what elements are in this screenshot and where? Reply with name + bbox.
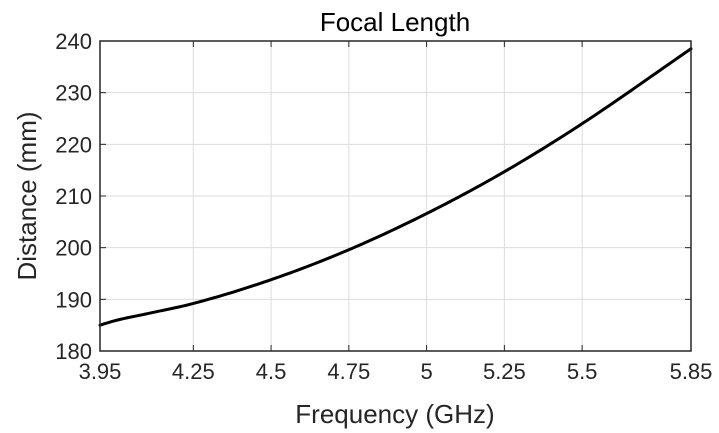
y-tick-label: 220	[55, 132, 92, 157]
series-group	[98, 47, 693, 327]
y-tick-label: 190	[55, 287, 92, 312]
y-tick-label: 230	[55, 81, 92, 106]
x-tick-label: 5.85	[670, 359, 713, 384]
x-tick-label: 3.95	[79, 359, 122, 384]
focal-length-series-line	[98, 47, 693, 327]
chart-title: Focal Length	[320, 7, 470, 37]
grid-lines	[99, 40, 692, 352]
y-axis-label: Distance (mm)	[12, 111, 42, 280]
y-tick-label: 240	[55, 29, 92, 54]
x-tick-label: 4.25	[172, 359, 215, 384]
y-tick-label: 210	[55, 184, 92, 209]
x-tick-label: 5.5	[567, 359, 598, 384]
x-tick-label: 4.5	[256, 359, 287, 384]
x-axis-label: Frequency (GHz)	[295, 399, 494, 429]
x-tick-label: 4.75	[327, 359, 370, 384]
x-tick-label: 5	[420, 359, 432, 384]
y-tick-label: 200	[55, 236, 92, 261]
tick-labels: 3.95 4.25 4.5 4.75 5 5.25 5.5 5.85 180 190 200 210 2…	[55, 29, 712, 384]
x-tick-label: 5.25	[483, 359, 526, 384]
axes-ticks	[99, 40, 692, 352]
y-tick-label: 180	[55, 339, 92, 364]
